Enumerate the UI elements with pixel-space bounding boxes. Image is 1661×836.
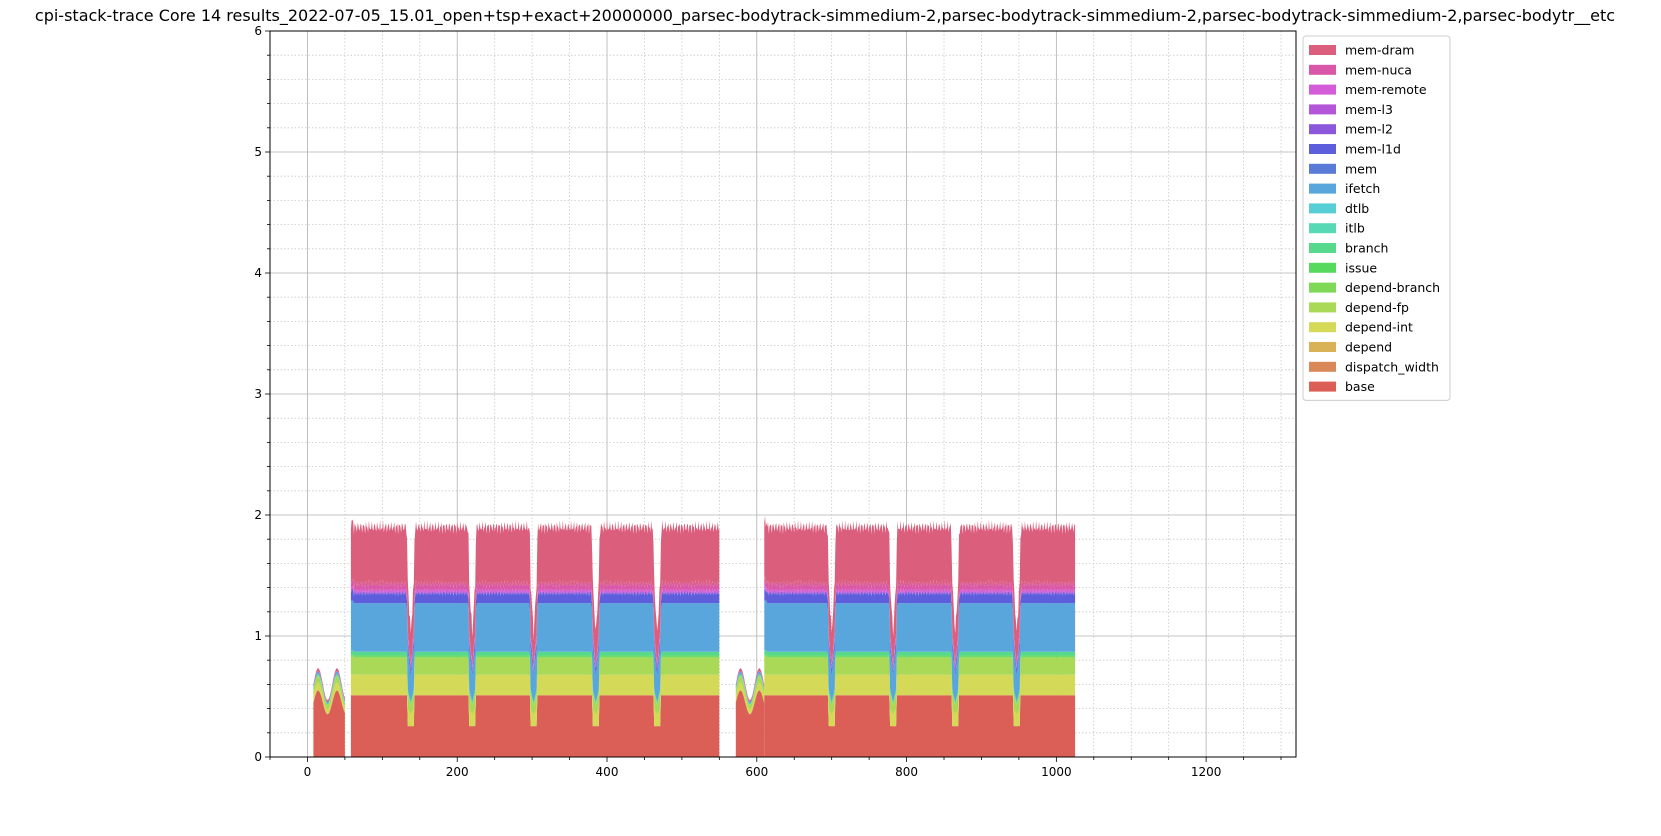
area-mem-l1d-segment-1 [350, 589, 720, 676]
legend-label-depend-fp: depend-fp [1345, 300, 1409, 315]
legend-label-mem-nuca: mem-nuca [1345, 62, 1412, 77]
area-mem-l1d-segment-0 [313, 671, 345, 703]
area-depend-branch-segment-2 [735, 675, 765, 706]
x-tick-label: 400 [596, 765, 619, 779]
legend-swatch-dtlb [1309, 203, 1336, 214]
legend-label-depend-branch: depend-branch [1345, 280, 1440, 295]
legend-label-mem-l3: mem-l3 [1345, 102, 1393, 117]
legend-swatch-depend-int [1309, 322, 1336, 333]
legend-label-ifetch: ifetch [1345, 181, 1380, 196]
x-tick-label: 200 [446, 765, 469, 779]
y-tick-label: 0 [254, 750, 262, 764]
area-base-segment-1 [350, 695, 720, 757]
legend-swatch-mem [1309, 163, 1336, 174]
legend-label-mem-l1d: mem-l1d [1345, 142, 1401, 157]
area-branch-segment-0 [313, 674, 345, 705]
legend-label-dtlb: dtlb [1345, 201, 1369, 216]
area-depend-int-segment-2 [735, 682, 765, 715]
area-issue-segment-2 [735, 675, 765, 705]
x-tick-label: 1200 [1191, 765, 1222, 779]
area-mem-nuca-segment-2 [735, 671, 765, 702]
y-tick-label: 6 [254, 24, 262, 38]
area-depend-fp-segment-2 [735, 676, 765, 710]
legend-label-depend: depend [1345, 340, 1392, 355]
legend-swatch-mem-dram [1309, 45, 1336, 55]
legend-box [1302, 35, 1451, 401]
y-tick-label: 3 [254, 387, 262, 401]
area-ifetch-segment-0 [313, 671, 345, 704]
area-mem-dram-segment-3 [764, 515, 1076, 667]
area-mem-l1d-segment-2 [735, 671, 765, 703]
plot-area: 0 200 400 600 800 1000 1200 0 1 2 3 4 5 6 [254, 24, 1297, 779]
x-tick-label: 800 [895, 765, 918, 779]
area-depend-int-segment-1 [350, 674, 720, 727]
area-mem-dram-segment-1 [350, 519, 720, 670]
legend: mem-dram mem-nuca mem-remote mem-l3 mem-l2 me… [1302, 35, 1451, 401]
legend-swatch-mem-l3 [1309, 104, 1336, 115]
area-ifetch-segment-1 [350, 600, 720, 703]
legend-label-mem-l2: mem-l2 [1345, 122, 1393, 137]
y-tick-label: 4 [254, 266, 262, 280]
legend-swatch-depend-fp [1309, 302, 1336, 313]
legend-swatch-mem-l1d [1309, 144, 1336, 154]
area-branch-segment-2 [735, 674, 765, 705]
area-ifetch-segment-2 [735, 671, 765, 704]
legend-label-dispatch_width: dispatch_width [1345, 359, 1439, 374]
area-mem-l1d-segment-3 [764, 588, 1076, 676]
area-mem-nuca-segment-3 [764, 576, 1076, 670]
area-mem-nuca-segment-0 [313, 671, 345, 702]
area-ifetch-segment-3 [764, 600, 1076, 703]
area-depend-fp-segment-3 [764, 656, 1076, 715]
legend-swatch-mem-remote [1309, 84, 1336, 95]
area-mem-dram-segment-0 [313, 668, 345, 702]
legend-swatch-branch [1309, 243, 1336, 253]
legend-label-branch: branch [1345, 241, 1388, 256]
y-tick-label: 1 [254, 629, 262, 643]
area-depend-int-segment-3 [764, 674, 1076, 727]
legend-swatch-base [1309, 381, 1336, 392]
x-tick-label: 1000 [1041, 765, 1072, 779]
legend-swatch-itlb [1309, 223, 1336, 234]
legend-swatch-mem-l2 [1309, 124, 1336, 135]
legend-label-mem: mem [1345, 161, 1377, 176]
area-base-segment-0 [313, 690, 345, 757]
area-base-segment-2 [735, 690, 765, 757]
legend-label-mem-remote: mem-remote [1345, 82, 1427, 97]
legend-label-itlb: itlb [1345, 221, 1365, 236]
legend-label-base: base [1345, 379, 1375, 394]
legend-swatch-dispatch_width [1309, 361, 1336, 372]
legend-label-depend-int: depend-int [1345, 320, 1413, 335]
legend-label-mem-dram: mem-dram [1345, 43, 1414, 58]
area-issue-segment-0 [313, 675, 345, 705]
area-mem-dram-segment-2 [735, 668, 765, 702]
area-mem-nuca-segment-1 [350, 578, 720, 671]
chart-title: cpi-stack-trace Core 14 results_2022-07-… [35, 6, 1615, 26]
y-tick-label: 2 [254, 508, 262, 522]
legend-swatch-depend [1309, 342, 1336, 352]
area-base-segment-3 [764, 695, 1076, 757]
area-depend-fp-segment-1 [350, 656, 720, 715]
area-depend-fp-segment-0 [313, 676, 345, 710]
area-depend-branch-segment-0 [313, 675, 345, 706]
legend-swatch-depend-branch [1309, 282, 1336, 293]
legend-swatch-issue [1309, 262, 1336, 273]
area-depend-int-segment-0 [313, 682, 345, 715]
x-tick-label: 0 [304, 765, 312, 779]
legend-swatch-mem-nuca [1309, 64, 1336, 75]
legend-swatch-ifetch [1309, 183, 1336, 194]
legend-label-issue: issue [1345, 260, 1377, 275]
x-tick-label: 600 [745, 765, 768, 779]
y-tick-label: 5 [254, 145, 262, 159]
